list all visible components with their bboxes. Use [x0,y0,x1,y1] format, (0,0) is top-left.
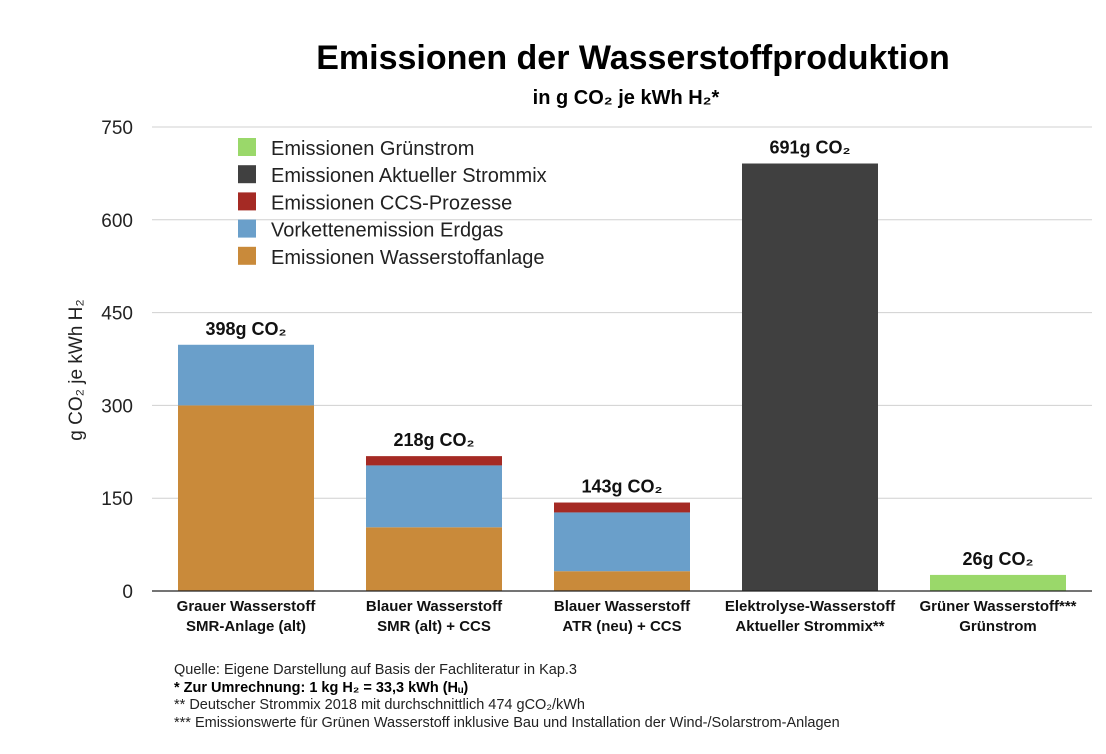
x-category-label: Blauer Wasserstoff [554,598,691,615]
x-category-label: Aktueller Strommix** [735,618,884,635]
x-category-label: Grünstrom [959,618,1037,635]
legend-label: Emissionen Grünstrom [271,138,474,160]
x-category-label: Grauer Wasserstoff [177,598,317,615]
bar-segment [366,465,502,528]
legend: Emissionen Grünstrom Emissionen Aktueller… [238,138,547,269]
source-note: Quelle: Eigene Darstellung auf Basis der… [174,662,577,678]
bar-segment [554,502,690,513]
bar-total-label: 26g CO₂ [962,549,1033,569]
x-category-label: Grüner Wasserstoff*** [920,598,1077,615]
legend-label: Emissionen CCS-Prozesse [271,192,512,214]
strommix-note: ** Deutscher Strommix 2018 mit durchschn… [174,697,585,713]
y-tick-label: 150 [101,489,133,510]
x-category-label: Blauer Wasserstoff [366,598,503,615]
bar-segment [178,405,314,591]
green-hydrogen-note: *** Emissionswerte für Grünen Wasserstof… [174,714,840,731]
legend-swatch [238,138,256,156]
bar-segment [554,571,690,591]
legend-label: Emissionen Wasserstoffanlage [271,247,544,269]
bar-segment [930,574,1066,591]
conversion-note: * Zur Umrechnung: 1 kg H₂ = 33,3 kWh (Hᵤ… [174,679,469,696]
legend-swatch [238,246,256,265]
x-category-label: ATR (neu) + CCS [562,618,681,635]
legend-swatch [238,219,256,238]
bars [178,163,1066,591]
bar-total-label: 398g CO₂ [205,319,286,339]
legend-label: Vorkettenemission Erdgas [271,220,503,242]
bar-total-labels: 398g CO₂ 218g CO₂ 143g CO₂ 691g CO₂ 26g CO₂ [205,138,1033,569]
x-category-label: Elektrolyse-Wasserstoff [725,598,896,615]
bar-segment [554,512,690,572]
bar-segment [366,456,502,466]
legend-label: Emissionen Aktueller Strommix [271,165,547,187]
y-tick-label: 450 [101,304,133,325]
x-category-label: SMR-Anlage (alt) [186,618,306,635]
axes: 0 150 300 450 600 750 Grauer Wasserstoff SMR-An… [101,118,1092,635]
footnotes: Quelle: Eigene Darstellung auf Basis der… [174,662,840,732]
y-axis-label: g CO₂ je kWh H₂ [66,299,87,440]
x-category-label: SMR (alt) + CCS [377,618,491,635]
bar-segment [178,344,314,406]
bar-total-label: 691g CO₂ [769,138,850,158]
y-tick-label: 750 [101,118,133,139]
y-tick-label: 600 [101,211,133,232]
chart: Emissionen der Wasserstoffproduktion in … [66,39,1092,635]
y-tick-label: 0 [122,582,133,603]
legend-swatch [238,165,256,184]
y-tick-label: 300 [101,396,133,417]
chart-subtitle: in g CO₂ je kWh H₂* [533,87,720,109]
legend-swatch [238,192,256,211]
bar-segment [366,527,502,591]
bar-segment [742,163,878,591]
bar-total-label: 143g CO₂ [581,477,662,497]
bar-total-label: 218g CO₂ [393,430,474,450]
chart-title: Emissionen der Wasserstoffproduktion [316,39,950,77]
